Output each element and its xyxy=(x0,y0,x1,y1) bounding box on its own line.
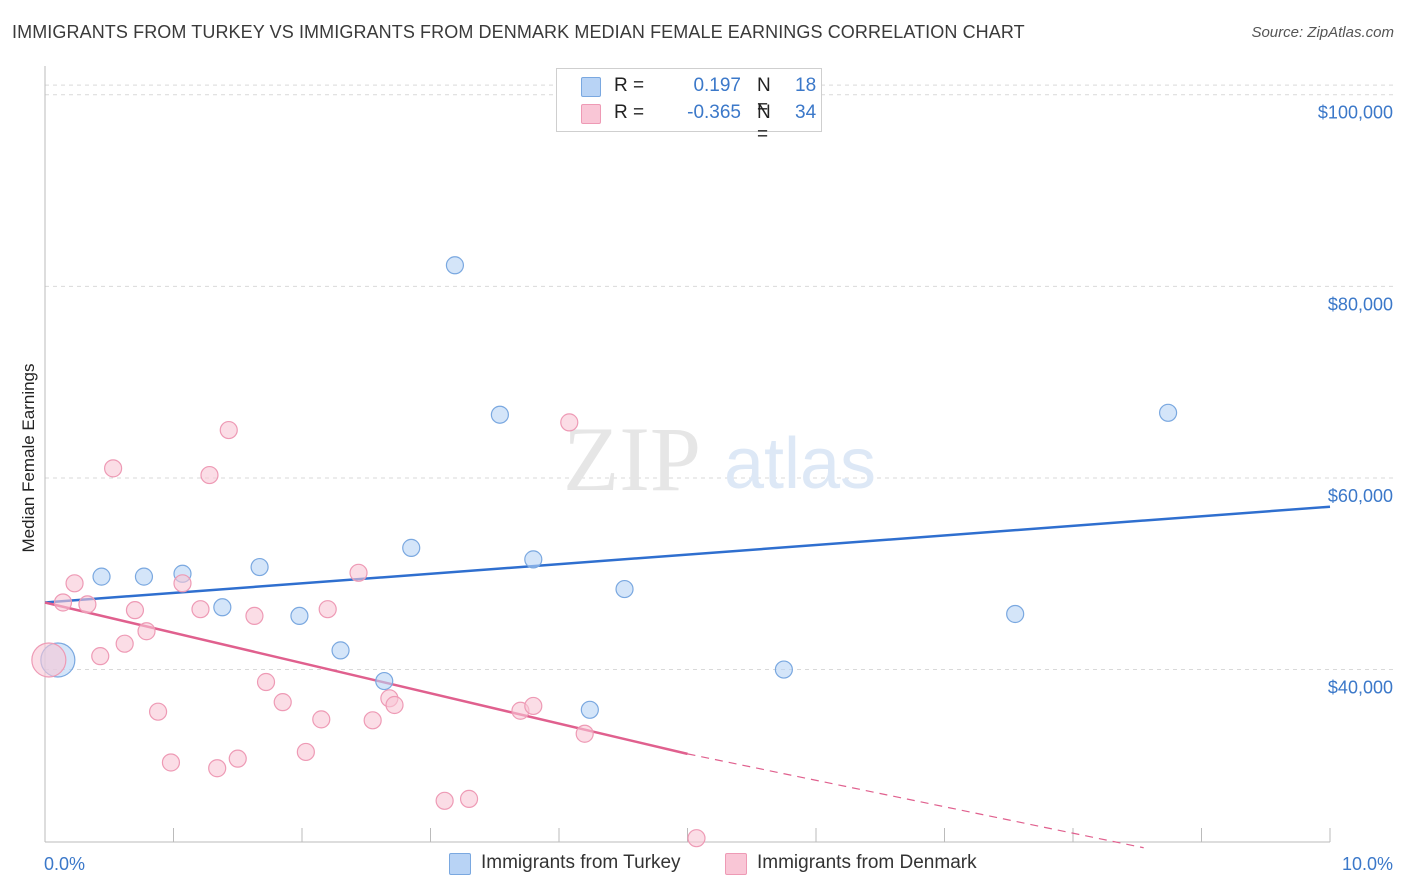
data-point-denmark xyxy=(219,420,238,440)
data-point-denmark xyxy=(349,563,368,582)
data-point-turkey xyxy=(774,660,793,679)
trend-line-turkey xyxy=(44,505,1331,604)
legend-n-value-denmark: 34 xyxy=(795,102,817,123)
chart-title: IMMIGRANTS FROM TURKEY VS IMMIGRANTS FRO… xyxy=(12,22,1025,42)
data-point-denmark xyxy=(296,742,315,762)
data-point-denmark xyxy=(687,829,706,848)
data-point-turkey xyxy=(1158,403,1178,422)
legend-r-label: R = xyxy=(614,75,645,96)
data-point-denmark xyxy=(312,710,331,729)
data-points xyxy=(31,256,1178,848)
data-point-denmark xyxy=(31,642,67,678)
data-point-turkey xyxy=(250,557,269,577)
data-point-denmark xyxy=(208,759,227,778)
data-point-denmark xyxy=(524,696,543,716)
data-point-denmark xyxy=(228,749,247,768)
bottom-legend-swatch-denmark xyxy=(725,853,747,875)
data-point-turkey xyxy=(375,671,394,691)
y-tick-labels: $40,000 $60,000 $80,000 $100,000 xyxy=(1318,103,1393,698)
bottom-legend-swatch-turkey xyxy=(449,853,471,875)
bottom-legend-label-turkey: Immigrants from Turkey xyxy=(481,852,681,873)
data-point-turkey xyxy=(213,598,232,617)
data-point-denmark xyxy=(173,574,192,593)
data-point-turkey xyxy=(92,567,111,586)
watermark-zip: ZIP xyxy=(563,408,701,510)
data-point-turkey xyxy=(524,550,543,569)
data-point-denmark xyxy=(318,600,337,619)
source-credit: Source: ZipAtlas.com xyxy=(1251,24,1394,41)
legend-swatch-turkey xyxy=(581,77,601,97)
data-point-turkey xyxy=(402,538,421,557)
legend-n-value-turkey: 18 xyxy=(795,75,817,96)
data-point-denmark xyxy=(459,789,479,808)
y-tick-label: $40,000 xyxy=(1328,678,1393,698)
watermark: ZIP atlas xyxy=(563,408,876,510)
data-point-turkey xyxy=(490,405,509,424)
grid-lines xyxy=(45,84,1393,671)
data-point-denmark xyxy=(200,465,219,485)
data-point-denmark xyxy=(65,574,84,593)
correlation-legend: R = 0.197 N = 18 R = -0.365 N = 34 xyxy=(556,68,822,145)
legend-r-label: R = xyxy=(614,102,645,123)
legend-n-label: N = xyxy=(757,102,771,145)
data-point-denmark xyxy=(137,622,156,641)
legend-r-value-denmark: -0.365 xyxy=(687,102,741,123)
legend-n-label: N = xyxy=(757,75,771,118)
data-point-turkey xyxy=(331,641,350,660)
data-point-turkey xyxy=(134,567,154,586)
legend-swatch-denmark xyxy=(581,104,601,124)
y-tick-label: $80,000 xyxy=(1328,294,1393,314)
data-point-denmark xyxy=(435,791,454,810)
data-point-denmark xyxy=(78,595,97,614)
data-point-denmark xyxy=(53,593,73,612)
data-point-denmark xyxy=(115,634,134,653)
data-point-denmark xyxy=(363,711,382,730)
x-tick-min: 0.0% xyxy=(44,854,85,874)
data-point-denmark xyxy=(273,693,292,712)
data-point-turkey xyxy=(445,256,465,275)
data-point-denmark xyxy=(256,672,276,692)
data-point-denmark xyxy=(125,601,145,620)
x-tick-max: 10.0% xyxy=(1342,854,1393,874)
data-point-turkey xyxy=(615,579,634,599)
data-point-turkey xyxy=(580,700,599,719)
y-tick-label: $60,000 xyxy=(1328,486,1393,506)
data-point-denmark xyxy=(91,647,110,666)
data-point-turkey xyxy=(1006,604,1025,624)
data-point-denmark xyxy=(104,459,123,478)
trend-line-dashed-denmark xyxy=(687,753,1144,849)
y-axis-label: Median Female Earnings xyxy=(19,364,38,553)
legend-r-value-turkey: 0.197 xyxy=(693,75,741,96)
data-point-denmark xyxy=(161,753,181,772)
data-point-denmark xyxy=(560,413,579,432)
y-tick-label: $100,000 xyxy=(1318,103,1393,123)
watermark-atlas: atlas xyxy=(724,424,876,504)
data-point-denmark xyxy=(245,606,264,626)
data-point-denmark xyxy=(385,695,404,715)
data-point-denmark xyxy=(575,724,594,743)
data-point-denmark xyxy=(148,702,168,721)
data-point-turkey xyxy=(290,606,309,626)
data-point-denmark xyxy=(191,600,210,619)
trend-lines xyxy=(44,505,1331,849)
bottom-legend-label-denmark: Immigrants from Denmark xyxy=(757,852,977,873)
